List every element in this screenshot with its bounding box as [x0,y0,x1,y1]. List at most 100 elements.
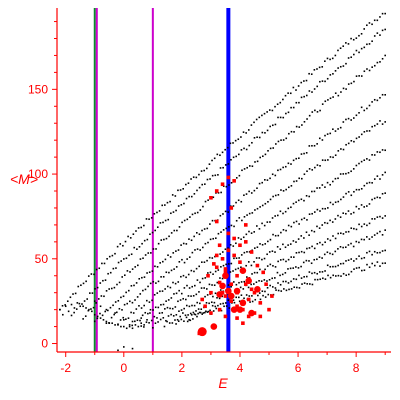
black-point [243,297,245,300]
black-point [271,286,274,288]
black-point [221,151,224,154]
black-point [79,305,82,308]
x-tick-label: 0 [120,361,127,375]
black-point [373,264,376,267]
black-point [201,229,203,232]
red-point [200,297,205,302]
black-point [235,219,238,222]
black-point [327,159,329,161]
black-point [119,319,122,321]
black-point [215,192,217,194]
black-point [363,223,366,225]
black-point [207,310,210,313]
black-point [146,319,148,321]
black-point [75,308,78,310]
red-point [235,273,239,278]
black-point [344,246,347,249]
black-point [350,170,352,173]
black-point [376,232,379,235]
black-point [316,143,318,145]
black-point [155,248,157,250]
black-point [144,254,147,256]
black-point [337,177,339,180]
black-point [173,229,176,232]
black-point [251,165,254,168]
black-point [337,214,339,217]
black-point [227,247,229,249]
black-point [360,187,363,190]
black-point [373,250,376,253]
black-point [227,211,229,213]
black-point [172,252,175,254]
black-point [366,251,368,254]
black-point [134,299,136,301]
black-point [277,116,279,119]
black-point [190,295,192,297]
black-point [368,238,371,240]
black-point [276,214,279,217]
black-point [268,278,271,281]
black-point [360,238,363,241]
black-point [67,310,70,313]
black-point [332,96,334,98]
black-point [285,112,287,115]
black-point [266,253,268,256]
black-point [86,298,89,300]
black-point [379,120,381,122]
black-point [381,12,384,15]
black-point [205,302,208,304]
black-point [107,272,109,275]
black-point [308,114,311,117]
black-point [337,128,339,130]
red-point [214,189,219,193]
black-point [271,217,274,219]
black-point [340,198,342,201]
x-tick-label: 4 [237,361,244,375]
black-point [376,123,379,125]
black-point [352,117,355,119]
black-point [384,171,386,174]
black-point [308,72,310,75]
black-point [192,318,194,320]
black-point [69,296,72,299]
black-point [138,305,140,307]
black-point [160,303,162,306]
black-point [214,270,217,273]
black-point [268,251,271,253]
black-point [158,312,161,314]
black-point [379,16,381,18]
black-point [235,201,237,204]
black-point [311,272,313,275]
black-point [275,289,277,291]
black-point [128,324,131,326]
black-point [253,247,256,249]
black-point [321,80,324,82]
black-point [142,289,144,292]
black-point [316,225,318,228]
black-point [80,284,82,287]
black-point [277,234,280,237]
black-point [149,282,152,285]
black-point [253,271,256,274]
black-point [189,312,192,315]
black-point [264,268,266,271]
black-point [379,61,381,63]
black-point [345,274,348,277]
black-point [131,347,134,350]
black-point [319,241,321,244]
black-point [379,230,381,233]
black-point [73,311,75,314]
red-point [249,250,254,254]
x-tick-label: 2 [179,361,186,375]
black-point [303,95,305,98]
x-tick-label: -2 [60,361,71,375]
black-point [327,99,329,101]
black-point [189,216,191,218]
black-point [261,114,263,117]
black-point [220,266,222,268]
black-point [264,179,266,181]
black-point [243,194,245,197]
black-point [171,322,174,324]
black-point [353,190,355,193]
black-point [131,301,134,304]
